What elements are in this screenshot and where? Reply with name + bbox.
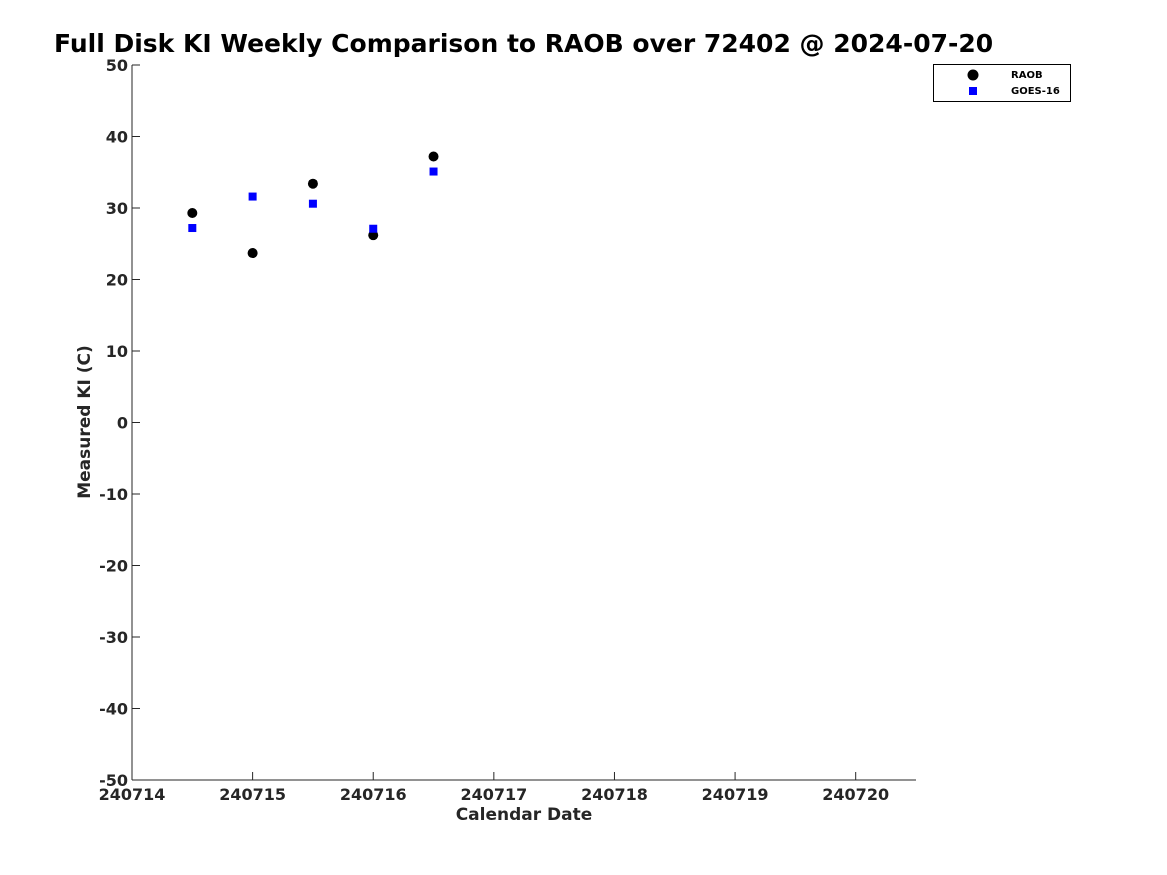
point-raob (187, 208, 198, 219)
y-tick-label: -50 (99, 771, 128, 790)
x-tick-label: 240719 (702, 785, 769, 804)
x-axis-label: Calendar Date (456, 805, 593, 825)
y-tick-label: -30 (99, 628, 128, 647)
y-tick-label: 20 (106, 271, 128, 290)
legend-box (933, 64, 1071, 102)
point-raob (247, 248, 258, 259)
point-goes16 (429, 167, 438, 176)
point-raob (307, 178, 318, 189)
plot-area (131, 65, 916, 781)
x-tick-label: 240716 (340, 785, 407, 804)
y-axis-label: Measured KI (C) (75, 345, 95, 499)
legend-marker-raob (967, 69, 979, 81)
y-tick-label: 30 (106, 199, 128, 218)
x-tick-label: 240715 (219, 785, 286, 804)
x-tick-label: 240717 (460, 785, 527, 804)
y-tick-label: -40 (99, 700, 128, 719)
x-ticks: 240714 240715 240716 240717 240718 240719 2407… (99, 772, 889, 804)
data-points (187, 151, 439, 259)
legend-label-raob: RAOB (1011, 70, 1043, 81)
y-tick-label: -10 (99, 485, 128, 504)
y-tick-label: 40 (106, 128, 128, 147)
point-goes16 (369, 224, 378, 233)
point-raob (428, 151, 439, 162)
y-tick-label: 50 (106, 56, 128, 75)
x-tick-label: 240718 (581, 785, 648, 804)
chart-title: Full Disk KI Weekly Comparison to RAOB o… (54, 29, 993, 58)
point-goes16 (308, 199, 317, 208)
legend: RAOB GOES-16 (933, 64, 1071, 102)
y-tick-label: 0 (117, 414, 128, 433)
x-tick-label: 240720 (822, 785, 889, 804)
point-goes16 (248, 192, 257, 201)
legend-label-goes16: GOES-16 (1011, 86, 1060, 97)
y-ticks: 50 40 30 20 10 0 -10 -20 -30 -40 -50 (99, 56, 140, 790)
point-goes16 (188, 224, 197, 233)
y-tick-label: -20 (99, 557, 128, 576)
x-tick-label: 240714 (99, 785, 166, 804)
y-tick-label: 10 (106, 342, 128, 361)
legend-marker-goes16 (969, 87, 977, 95)
